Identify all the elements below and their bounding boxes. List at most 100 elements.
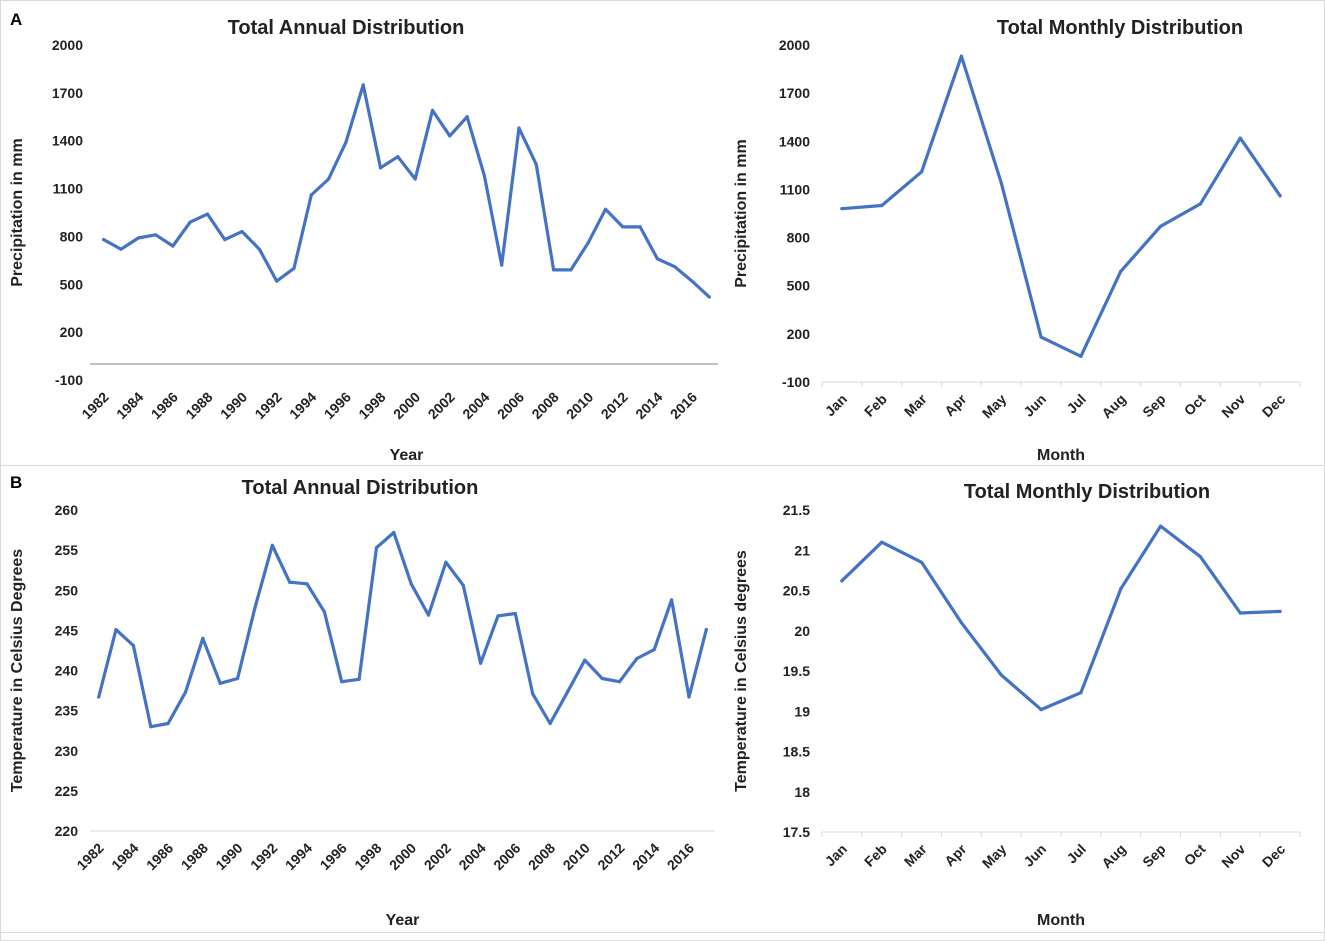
y-tick-label: 1700 xyxy=(779,85,810,101)
monthly-temp-chart: Total Monthly Distribution 21.5 21 20.5 20 19… xyxy=(733,481,1301,929)
y-tick-label: 235 xyxy=(55,703,79,719)
annual-temp-chart: Total Annual Distribution 260 255 250 245 240… xyxy=(9,477,715,929)
data-point xyxy=(531,692,535,696)
y-axis-title: Precipitation in mm xyxy=(733,139,750,287)
y-tick-label: 255 xyxy=(55,542,79,558)
x-tick-label: Dec xyxy=(1259,391,1289,421)
x-tick-label: 1996 xyxy=(321,389,354,422)
x-tick-label: Dec xyxy=(1259,841,1289,871)
data-point xyxy=(340,680,344,684)
data-point xyxy=(1079,691,1083,695)
data-point xyxy=(288,580,292,584)
data-point xyxy=(322,610,326,614)
data-point xyxy=(500,263,504,267)
x-tick-label: Jun xyxy=(1020,841,1049,870)
x-tick-label: Apr xyxy=(941,840,970,869)
x-tick-label: Apr xyxy=(941,390,970,419)
data-point xyxy=(426,613,431,617)
x-axis-title: Year xyxy=(386,912,420,929)
x-tick-label: 2000 xyxy=(390,389,423,422)
x-tick-label: 2014 xyxy=(629,840,662,873)
x-tick-label: Jan xyxy=(822,391,850,419)
data-point xyxy=(840,579,844,583)
data-point xyxy=(205,212,210,216)
y-tick-label: 1700 xyxy=(52,85,83,101)
data-point xyxy=(919,560,924,564)
series-line xyxy=(840,54,1282,358)
x-tick-label: Feb xyxy=(861,391,890,420)
x-tick-label: Aug xyxy=(1098,391,1129,422)
y-tick-label: 21.5 xyxy=(783,502,810,518)
x-tick-label: 1988 xyxy=(182,389,215,422)
data-point xyxy=(517,126,521,130)
data-point xyxy=(669,598,674,602)
data-point xyxy=(275,279,279,283)
x-axis-title: Year xyxy=(390,447,424,464)
y-tick-label: 2000 xyxy=(52,37,83,53)
y-tick-label: 1400 xyxy=(779,133,810,149)
x-tick-label: Jun xyxy=(1020,391,1049,420)
data-point xyxy=(1158,524,1163,528)
data-point xyxy=(1238,136,1242,140)
data-point xyxy=(496,614,500,618)
x-axis-title: Month xyxy=(1037,912,1085,929)
x-tick-label: 1998 xyxy=(351,840,384,873)
x-tick-label: 2006 xyxy=(490,840,523,873)
x-tick-label: 2010 xyxy=(560,840,593,873)
y-tick-label: 18.5 xyxy=(783,744,810,760)
x-tick-label: Sep xyxy=(1139,391,1168,420)
data-point xyxy=(465,115,469,119)
data-point xyxy=(153,233,158,237)
data-point xyxy=(409,582,413,586)
x-tick-label: Jul xyxy=(1063,391,1089,417)
x-axis-title: Month xyxy=(1037,447,1085,464)
data-point xyxy=(344,140,348,144)
data-point xyxy=(119,247,123,251)
data-point xyxy=(1119,269,1123,273)
data-point xyxy=(635,656,639,661)
data-point xyxy=(600,676,604,681)
data-point xyxy=(638,225,642,229)
data-point xyxy=(1278,609,1282,614)
x-tick-label: Feb xyxy=(861,841,890,870)
x-tick-label: 2008 xyxy=(528,389,561,422)
data-point xyxy=(999,673,1003,677)
x-tick-label: 1994 xyxy=(286,389,319,422)
charts-group: Total Annual Distribution 2000 1700 1400 110… xyxy=(9,17,1301,929)
data-point xyxy=(166,721,170,726)
x-tick-label: 2012 xyxy=(594,840,627,873)
x-tick-label: 1990 xyxy=(212,840,245,873)
y-tick-label: -100 xyxy=(55,372,83,388)
y-tick-label: 200 xyxy=(60,324,84,340)
x-tick-label: 2000 xyxy=(386,840,419,873)
data-point xyxy=(840,207,844,211)
x-tick-label: 2014 xyxy=(632,389,665,422)
y-tick-label: 225 xyxy=(55,783,79,799)
data-point xyxy=(114,627,118,632)
y-tick-label: 17.5 xyxy=(783,824,810,840)
x-tick-label: Mar xyxy=(901,840,930,869)
y-tick-label: 1100 xyxy=(53,181,84,197)
series-line xyxy=(840,524,1282,712)
y-tick-label: 20 xyxy=(794,623,810,639)
data-point xyxy=(565,690,570,694)
x-tick-label: 1992 xyxy=(247,840,280,873)
x-tick-label: 1992 xyxy=(251,389,284,422)
y-axis-title: Temperature in Celsius Degrees xyxy=(9,549,26,792)
y-tick-label: 250 xyxy=(55,582,79,598)
x-tick-label: 1988 xyxy=(178,840,211,873)
data-point xyxy=(482,174,486,178)
y-axis-title: Temperature in Celsius degrees xyxy=(733,550,750,792)
data-point xyxy=(1238,611,1242,615)
data-point xyxy=(270,543,274,547)
data-point xyxy=(1119,587,1123,591)
annual-precip-chart: Total Annual Distribution 2000 1700 1400 110… xyxy=(9,17,718,464)
x-tick-label: 2002 xyxy=(425,389,458,422)
data-point xyxy=(652,648,656,652)
data-point xyxy=(880,203,884,208)
data-point xyxy=(136,236,140,240)
y-tick-label: 1400 xyxy=(52,133,83,149)
y-tick-label: 2000 xyxy=(779,37,810,53)
y-tick-label: 240 xyxy=(55,663,79,679)
